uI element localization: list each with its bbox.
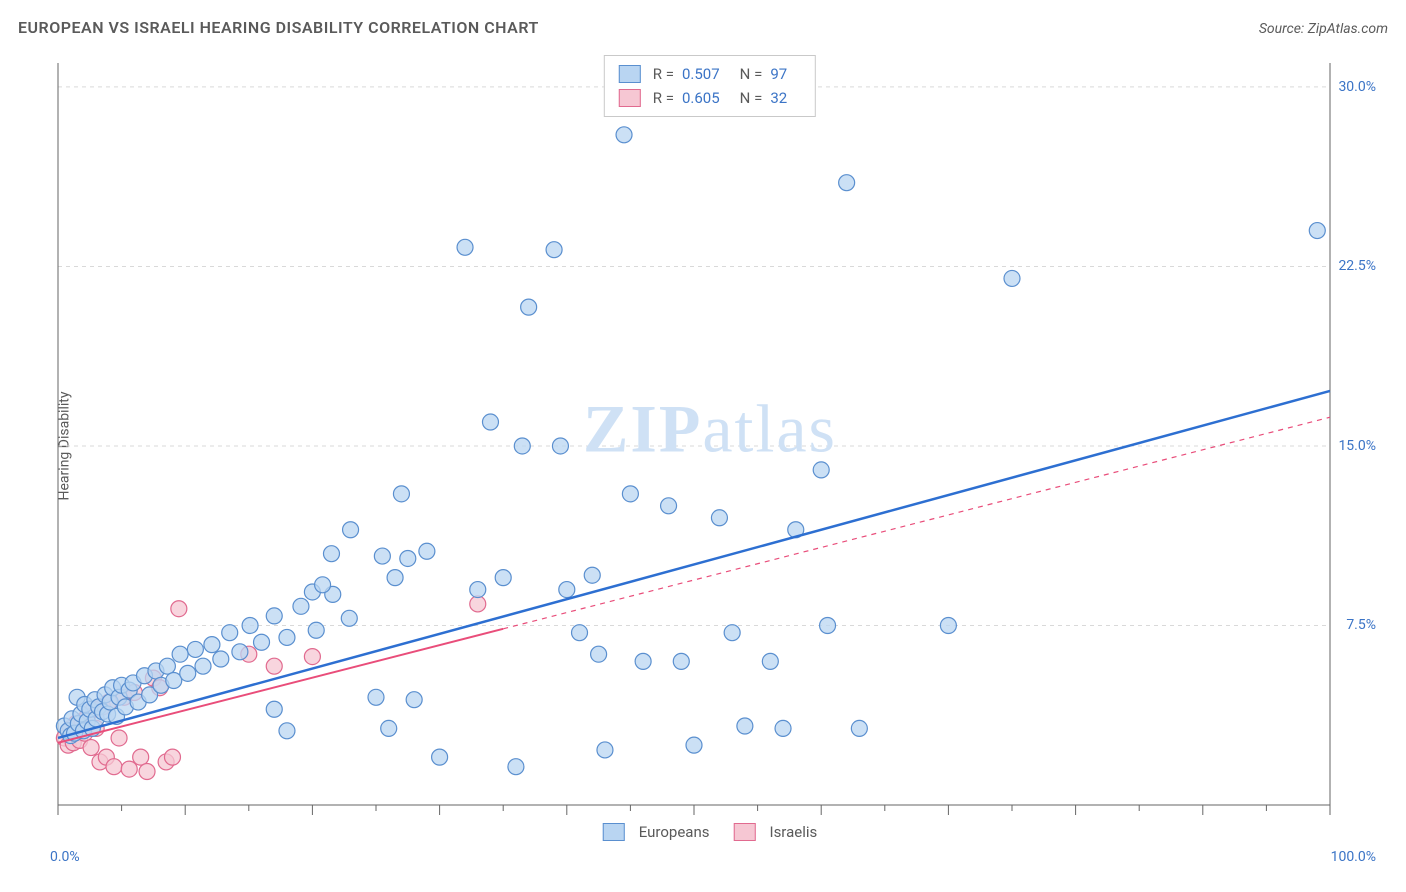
r-label: R = <box>653 86 674 110</box>
r-label: R = <box>653 62 674 86</box>
stats-row-israelis: R = 0.605 N = 32 <box>619 86 801 110</box>
y-tick-label: 30.0% <box>1338 79 1376 95</box>
swatch-europeans <box>619 65 641 83</box>
r-value-israelis: 0.605 <box>682 86 720 110</box>
n-label: N = <box>740 62 763 86</box>
stats-row-europeans: R = 0.507 N = 97 <box>619 62 801 86</box>
legend-item-europeans: Europeans <box>603 823 710 841</box>
legend-label-europeans: Europeans <box>639 823 710 841</box>
n-value-europeans: 97 <box>770 62 787 86</box>
chart-source: Source: ZipAtlas.com <box>1259 21 1388 37</box>
chart-svg <box>50 55 1370 835</box>
plot-area: ZIPatlas R = 0.507 N = 97 R = 0.605 N = … <box>50 55 1370 835</box>
swatch-israelis <box>733 823 755 841</box>
n-value-israelis: 32 <box>770 86 787 110</box>
stats-legend: R = 0.507 N = 97 R = 0.605 N = 32 <box>604 55 816 117</box>
x-min-label: 0.0% <box>50 849 80 865</box>
chart-title: EUROPEAN VS ISRAELI HEARING DISABILITY C… <box>18 18 539 37</box>
legend-label-israelis: Israelis <box>769 823 817 841</box>
y-tick-label: 22.5% <box>1338 258 1376 274</box>
y-tick-label: 7.5% <box>1346 617 1376 633</box>
legend-item-israelis: Israelis <box>733 823 817 841</box>
n-label: N = <box>740 86 763 110</box>
y-tick-label: 15.0% <box>1338 438 1376 454</box>
swatch-europeans <box>603 823 625 841</box>
swatch-israelis <box>619 89 641 107</box>
chart-header: EUROPEAN VS ISRAELI HEARING DISABILITY C… <box>18 18 1388 37</box>
r-value-europeans: 0.507 <box>682 62 720 86</box>
series-legend: Europeans Israelis <box>603 823 818 841</box>
x-max-label: 100.0% <box>1331 849 1376 865</box>
